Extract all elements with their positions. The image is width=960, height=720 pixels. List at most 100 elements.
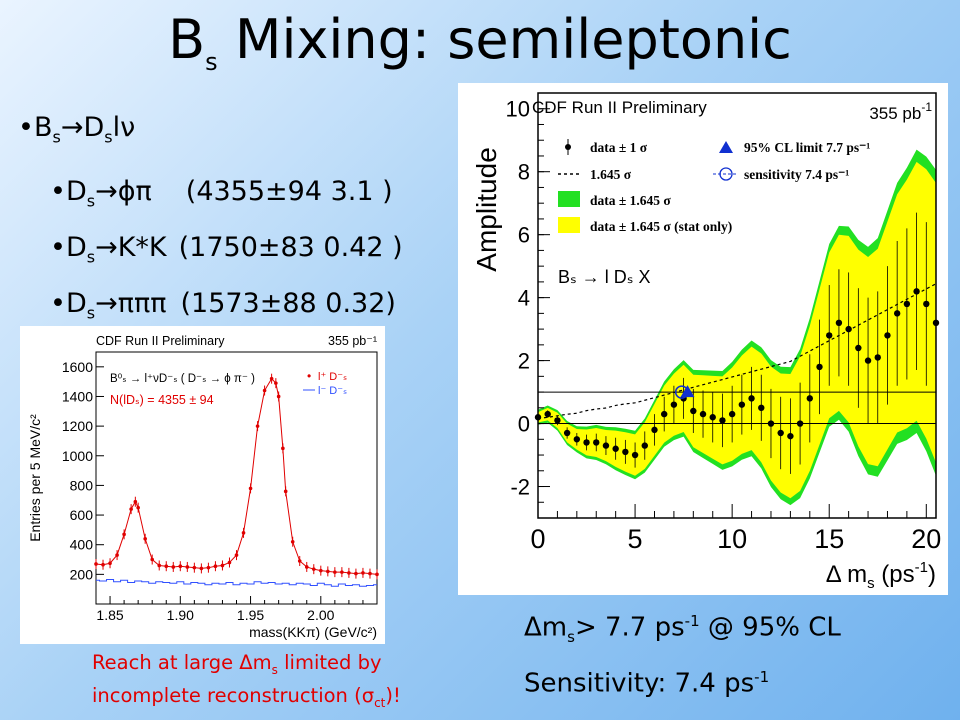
mass-point: [206, 565, 211, 570]
mass-point: [262, 388, 267, 393]
mass-point: [164, 564, 169, 568]
amp-data-point: [826, 332, 833, 339]
mass-point: [101, 562, 105, 567]
amplitude-scan-panel: CDF Run II Preliminary 355 pb-1 -2 0 2 4 6 8 10 0…: [458, 83, 948, 595]
amp-header-right: 355 pb-1: [869, 100, 932, 123]
amp-data-point: [709, 414, 716, 421]
amp-data-point: [864, 357, 872, 364]
mass-point: [319, 568, 323, 573]
mass-legend-marker: •: [307, 369, 311, 383]
amp-legend-marker: [558, 217, 580, 233]
mass-point: [290, 539, 295, 544]
mass-point: [276, 394, 281, 399]
amp-data-point: [728, 410, 736, 418]
mass-point: [354, 571, 358, 576]
sensitivity-text: Sensitivity: 7.4 ps-1: [524, 668, 770, 699]
amp-legend-label: data ± 1.645 σ: [590, 193, 671, 208]
mass-point: [133, 499, 138, 504]
mass-point: [213, 564, 218, 568]
amp-data-point: [787, 432, 794, 440]
mass-point: [94, 562, 98, 566]
amp-data-point: [777, 429, 784, 437]
mass-xtick-label: 1.85: [96, 607, 123, 623]
mass-point: [281, 446, 285, 451]
amp-legend-marker: [719, 167, 733, 181]
mass-point: [129, 507, 133, 511]
mass-point: [178, 564, 183, 568]
mass-ytick-label: 1400: [62, 388, 93, 404]
mass-point: [347, 571, 351, 575]
amp-data-point: [593, 439, 600, 446]
mass-point: [185, 565, 190, 569]
amp-legend-label: 95% CL limit 7.7 ps⁻¹: [744, 140, 870, 155]
mass-spectrum-chart: CDF Run II Preliminary 355 pb⁻¹ 200 400 600 8…: [27, 334, 379, 640]
mass-point: [368, 571, 372, 576]
mass-point: [333, 570, 337, 574]
bullet-ds-kstark: •Ds→K*K (1750±83 0.42 ): [50, 232, 403, 267]
mass-point: [274, 381, 278, 385]
amp-legend-label: sensitivity 7.4 ps⁻¹: [744, 167, 849, 182]
mass-point: [297, 559, 302, 563]
mass-point: [157, 563, 162, 568]
bullet-ds-pipipi: •Ds→πππ (1573±88 0.32): [50, 288, 396, 323]
mass-ytick-label: 200: [70, 566, 94, 582]
amp-data-point: [738, 401, 746, 408]
amp-data-point: [612, 445, 619, 452]
amp-xlabel: Δ ms (ps-1): [826, 559, 936, 592]
bullet-bs-decay: •Bs→Dslν: [18, 112, 136, 147]
mass-ytick-label: 400: [70, 537, 94, 553]
amp-data-point: [748, 395, 755, 402]
mass-xtick-label: 2.00: [307, 607, 334, 623]
amp-data-point: [923, 300, 930, 308]
amp-legend-marker: [719, 141, 733, 153]
amp-data-point: [631, 451, 639, 459]
amp-ytick-label: 8: [518, 160, 530, 185]
amp-data-point: [893, 310, 901, 317]
mass-point: [150, 557, 154, 562]
mass-xlabel: mass(KKπ) (GeV/c²): [249, 624, 377, 640]
amp-xtick-label: 0: [530, 524, 545, 554]
mass-xtick-label: 1.95: [237, 607, 264, 623]
amp-band-total: [538, 149, 936, 506]
mass-ytick-label: 800: [70, 477, 94, 493]
amp-data-point: [573, 436, 581, 443]
mass-point: [227, 560, 232, 565]
mass-ytick-label: 1200: [62, 418, 93, 434]
amp-data-point: [641, 442, 648, 449]
mass-fit-curve: [95, 377, 378, 575]
amp-legend-label: 1.645 σ: [590, 167, 632, 182]
amp-1645-sigma-curve: [537, 283, 937, 419]
mass-point: [241, 531, 246, 535]
reach-note: Reach at large Δms limited by incomplete…: [92, 650, 401, 716]
mass-ylabel: Entries per 5 MeV/c²: [27, 414, 43, 542]
amp-data-point: [719, 417, 726, 424]
amp-ytick-label: -2: [510, 475, 530, 500]
mass-xtick-label: 1.90: [167, 607, 194, 623]
amp-data-point: [816, 363, 823, 371]
mass-point: [340, 570, 344, 574]
mass-legend-label: l⁺ D⁻ₛ: [318, 371, 347, 383]
amp-ytick-label: 4: [518, 286, 530, 311]
mass-ytick-label: 1600: [62, 359, 93, 375]
mass-point: [311, 567, 316, 571]
amp-legend-marker: [565, 144, 571, 150]
mass-point: [304, 565, 309, 569]
mass-point: [269, 376, 274, 381]
amp-legend-label: data ± 1 σ: [590, 140, 648, 155]
amp-data-point: [699, 410, 707, 418]
mass-point: [171, 565, 176, 569]
amp-legend-marker: [558, 191, 580, 207]
amp-data-point: [602, 442, 610, 449]
amp-data-point: [563, 429, 571, 437]
amp-data-point: [758, 404, 765, 412]
mass-point: [115, 553, 119, 557]
mass-ytick-label: 600: [70, 507, 94, 523]
slide-title: Bs Mixing: semileptonic: [168, 8, 792, 76]
amp-limit-marker: [680, 385, 695, 398]
amp-data-point: [622, 448, 629, 456]
amp-data-point: [835, 319, 843, 327]
amp-ytick-label: 2: [518, 349, 530, 374]
mass-series-wrong-sign: [96, 579, 377, 587]
amp-data-point: [884, 332, 891, 339]
amp-data-point: [806, 395, 814, 402]
